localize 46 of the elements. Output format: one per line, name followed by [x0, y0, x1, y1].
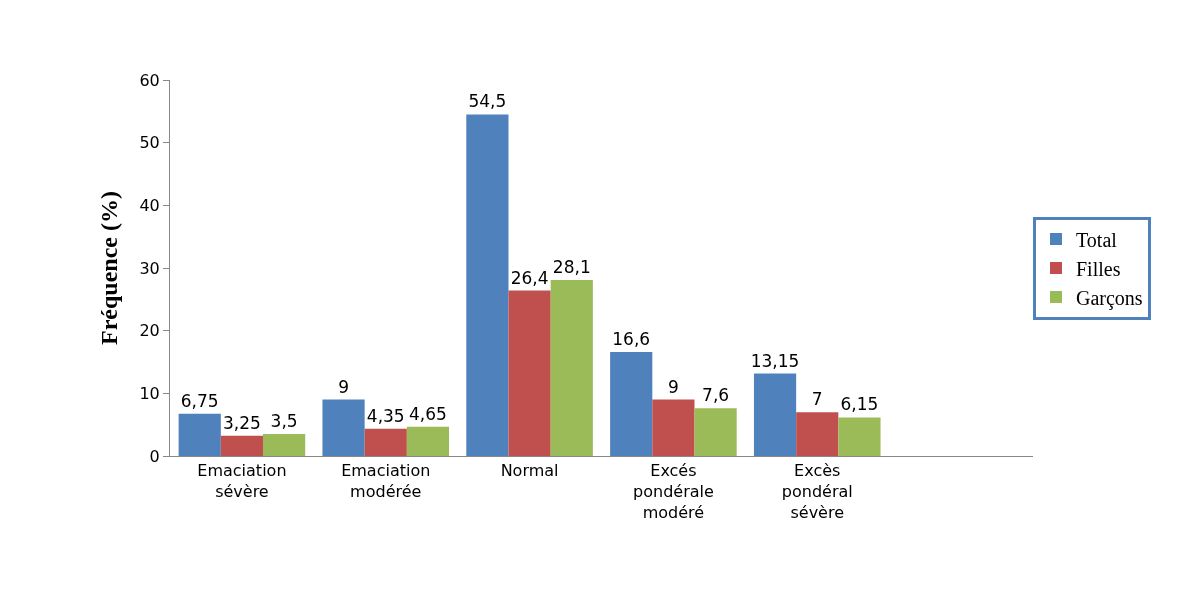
data-label: 16,6 — [612, 328, 651, 349]
x-tick-label: Emaciation sévère — [197, 461, 287, 501]
bar — [652, 399, 695, 456]
bar — [263, 434, 306, 456]
data-label: 4,35 — [366, 405, 405, 426]
legend-label: Total — [1076, 228, 1118, 251]
data-label: 6,15 — [840, 394, 879, 415]
bar — [838, 417, 881, 456]
data-label: 4,65 — [409, 403, 447, 424]
x-tick-label: Normal — [500, 461, 559, 481]
bar — [322, 399, 365, 456]
bar — [796, 412, 839, 456]
y-tick-label: 0 — [149, 446, 160, 466]
data-label: 9 — [668, 376, 679, 397]
bar — [694, 408, 737, 456]
data-label: 3,25 — [222, 412, 261, 433]
x-tick-label: Excés pondérale modéré — [633, 461, 714, 522]
data-label: 7,6 — [702, 385, 730, 406]
x-tick-label: Emaciation modérée — [341, 461, 431, 501]
bar — [220, 435, 264, 456]
bar — [178, 413, 221, 456]
bar — [610, 351, 653, 456]
data-label: 3,5 — [270, 411, 298, 432]
data-label: 28,1 — [552, 256, 591, 277]
y-tick-label: 50 — [139, 133, 160, 153]
x-tick-label: Excès pondéral sévère — [781, 461, 853, 522]
bar — [466, 114, 509, 456]
data-label: 26,4 — [510, 267, 549, 288]
y-tick-label: 40 — [139, 195, 160, 215]
data-label: 54,5 — [468, 91, 507, 112]
data-label: 9 — [338, 376, 349, 397]
bar — [550, 279, 593, 456]
legend-label: Filles — [1076, 257, 1121, 280]
legend-label: Garçons — [1076, 286, 1143, 310]
bar — [364, 428, 407, 456]
y-tick-label: 20 — [139, 321, 160, 341]
data-label: 13,15 — [750, 350, 800, 371]
data-label: 7 — [811, 389, 823, 410]
bar — [508, 290, 551, 456]
y-axis-title: Fréquence (%) — [95, 191, 122, 345]
y-tick-label: 30 — [139, 258, 160, 278]
y-tick-label: 60 — [139, 70, 160, 90]
data-label: 6,75 — [180, 390, 219, 411]
y-tick-label: 10 — [139, 383, 160, 403]
bar — [753, 373, 797, 456]
bar — [406, 426, 450, 456]
